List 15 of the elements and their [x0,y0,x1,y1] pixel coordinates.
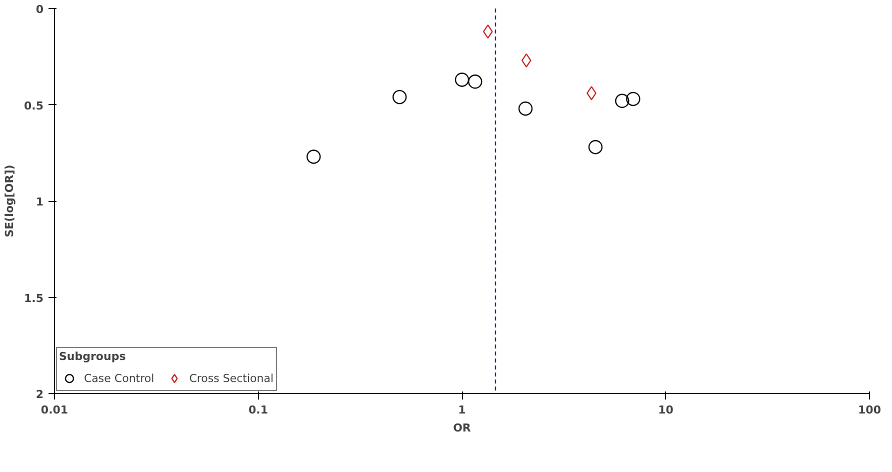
y-tick-label: 1.5 [24,292,44,305]
x-tick-label: 100 [858,404,882,416]
legend-label: Case Control [84,372,154,384]
x-tick-label: 10 [658,404,674,416]
y-tick-label: 0 [36,3,44,16]
legend-label: Cross Sectional [189,372,274,384]
y-axis-title: SE(log[OR]) [3,164,16,238]
x-tick-label: 0.01 [40,404,68,416]
y-tick-label: 2 [36,388,44,401]
y-tick-label: 0.5 [24,99,44,112]
x-tick-label: 1 [458,404,466,416]
legend-title: Subgroups [59,350,127,363]
x-tick-label: 0.1 [248,404,268,416]
x-axis-title: OR [453,422,472,434]
y-tick-label: 1 [36,196,44,208]
